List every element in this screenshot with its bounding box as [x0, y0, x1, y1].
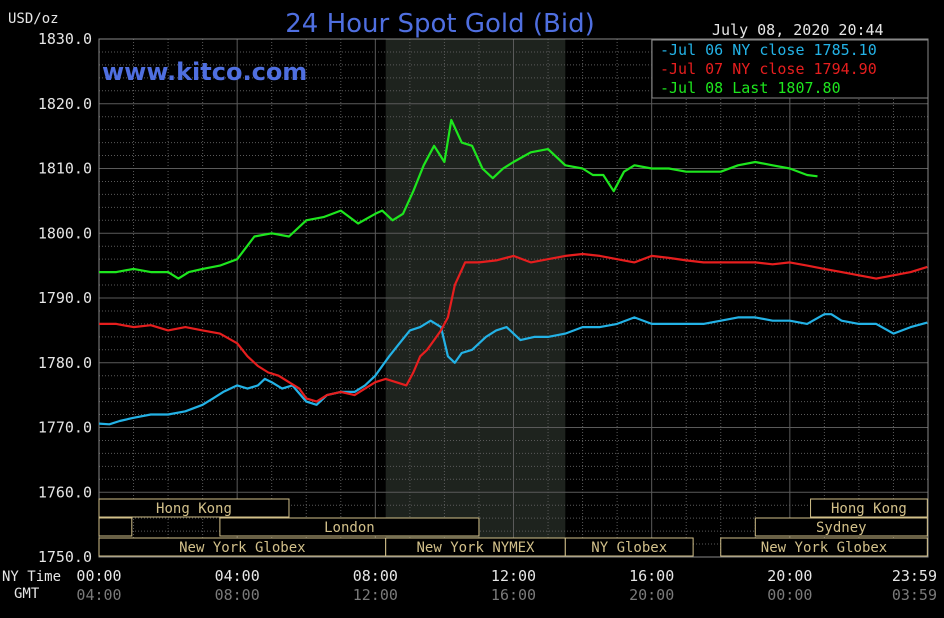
session-label: New York Globex — [761, 540, 887, 556]
session-label: Hong Kong — [156, 501, 232, 517]
session-label: London — [324, 520, 375, 536]
session-label: New York NYMEX — [416, 540, 535, 556]
legend-box — [651, 39, 929, 99]
plot-border — [98, 38, 929, 558]
x-axis-ny-time-label: NY Time — [2, 569, 61, 585]
y-tick-label: 1790.0 — [38, 289, 92, 307]
y-tick-label: 1810.0 — [38, 160, 92, 178]
session-box — [810, 498, 928, 518]
x-tick-label-gmt: 20:00 — [629, 586, 674, 604]
x-tick-label-gmt: 16:00 — [491, 586, 536, 604]
x-tick-label-ny: 12:00 — [491, 567, 536, 585]
y-tick-label: 1830.0 — [38, 30, 92, 48]
y-tick-label: 1760.0 — [38, 483, 92, 501]
watermark-text: www.kitco.com — [102, 58, 307, 86]
x-tick-label-gmt: 12:00 — [353, 586, 398, 604]
y-tick-label: 1820.0 — [38, 95, 92, 113]
x-tick-label-ny: 23:59 — [892, 567, 937, 585]
legend-entry-1: -Jul 07 NY close 1794.90 — [660, 60, 877, 78]
session-box — [219, 517, 480, 537]
session-label: Hong Kong — [831, 501, 907, 517]
x-tick-label-ny: 04:00 — [215, 567, 260, 585]
session-label: NY Globex — [591, 540, 667, 556]
session-label: New York Globex — [179, 540, 305, 556]
y-axis-unit-label: USD/oz — [8, 11, 59, 27]
session-box — [754, 517, 928, 537]
x-tick-label-gmt: 08:00 — [215, 586, 260, 604]
y-tick-label: 1800.0 — [38, 224, 92, 242]
session-box — [98, 498, 290, 518]
series-line-2 — [99, 118, 818, 280]
chart-title: 24 Hour Spot Gold (Bid) — [285, 9, 595, 39]
session-label: Sydney — [816, 520, 867, 536]
x-tick-label-ny: 08:00 — [353, 567, 398, 585]
session-box — [720, 537, 928, 557]
y-tick-label: 1780.0 — [38, 354, 92, 372]
timestamp-label: July 08, 2020 20:44 — [712, 21, 884, 39]
x-tick-label-gmt: 04:00 — [76, 586, 121, 604]
y-tick-label: 1750.0 — [38, 548, 92, 566]
x-tick-label-ny: 16:00 — [629, 567, 674, 585]
x-axis-gmt-label: GMT — [14, 586, 40, 602]
series-line-1 — [99, 252, 928, 403]
legend-entry-2: -Jul 08 Last 1807.80 — [660, 79, 841, 97]
y-tick-label: 1770.0 — [38, 419, 92, 437]
session-box — [98, 517, 133, 537]
series-line-0 — [98, 313, 928, 426]
x-tick-label-gmt: 00:00 — [767, 586, 812, 604]
legend-entry-0: -Jul 06 NY close 1785.10 — [660, 41, 877, 59]
session-box — [564, 537, 694, 557]
x-tick-label-ny: 00:00 — [76, 567, 121, 585]
x-tick-label-ny: 20:00 — [767, 567, 812, 585]
x-tick-label-gmt: 03:59 — [892, 586, 937, 604]
